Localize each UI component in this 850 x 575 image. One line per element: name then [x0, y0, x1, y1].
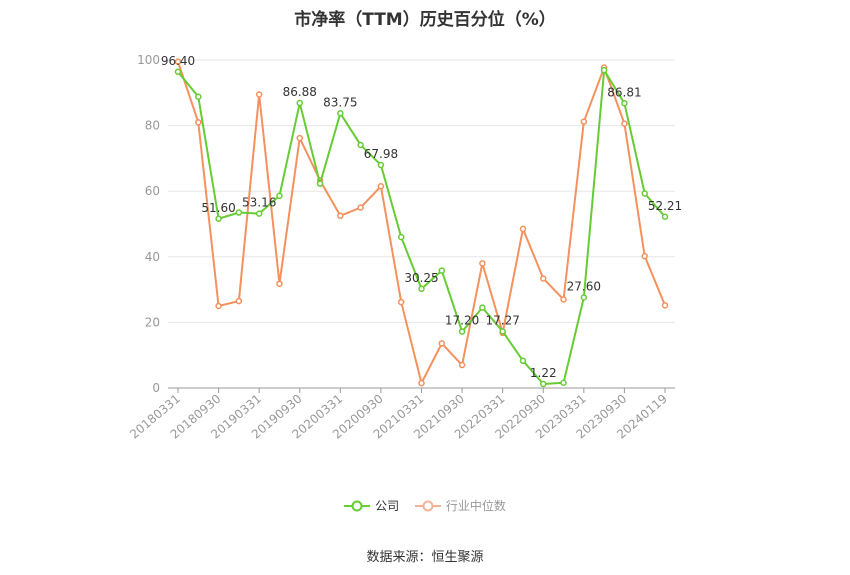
data-point-company [540, 380, 547, 388]
data-point-company [255, 210, 263, 217]
y-tick-label: 0 [152, 381, 160, 395]
legend: 公司 行业中位数 [0, 497, 850, 515]
data-point-industry [235, 297, 243, 305]
data-point-industry [418, 379, 425, 387]
data-point-company [357, 141, 364, 149]
data-point-company [600, 66, 608, 74]
axis-layer: 0204060801002018033120180930201903312019… [127, 53, 675, 442]
data-point-company [661, 213, 669, 221]
data-point-industry [255, 91, 263, 98]
series-line-industry [177, 61, 666, 385]
data-point-company [560, 379, 567, 387]
data-point-company [215, 215, 222, 223]
legend-item-industry[interactable]: 行业中位数 [414, 497, 506, 514]
data-point-industry [479, 260, 486, 267]
data-label: 83.75 [323, 95, 357, 109]
data-point-industry [560, 296, 567, 303]
data-point-company [641, 190, 648, 197]
data-point-industry [296, 134, 303, 142]
data-point-industry [276, 280, 283, 287]
series-line-company [177, 69, 666, 385]
data-point-company [479, 304, 486, 311]
data-point-industry [377, 183, 385, 190]
data-point-company [621, 100, 628, 107]
data-label: 51.60 [201, 201, 235, 215]
data-label: 1.22 [530, 366, 557, 380]
label-layer: 96.40 51.60 53.16 86.88 83.75 67.98 30.25 17.20… [161, 54, 682, 380]
data-label: 27.60 [567, 279, 601, 293]
data-point-industry [641, 252, 648, 260]
data-source: 数据来源：恒生聚源 [366, 550, 484, 565]
data-label: 17.27 [485, 313, 519, 327]
data-point-company [195, 93, 202, 100]
data-point-company [316, 180, 324, 187]
data-point-industry [215, 302, 222, 310]
data-point-company [174, 68, 182, 76]
data-point-company [499, 328, 506, 335]
data-point-company [580, 294, 588, 301]
y-tick-label: 20 [145, 315, 160, 329]
data-point-company [337, 110, 344, 117]
data-point-company [235, 209, 243, 216]
data-point-industry [519, 225, 527, 233]
chart-title: 市净率（TTM）历史百分位（%） [294, 10, 556, 30]
legend-company-marker [344, 500, 371, 511]
data-label: 67.98 [364, 147, 398, 161]
data-point-company [296, 99, 303, 107]
data-point-company [377, 161, 385, 169]
data-label: 52.21 [648, 199, 682, 213]
y-tick-label: 80 [145, 119, 160, 133]
data-point-company [418, 285, 425, 293]
data-label: 30.25 [404, 271, 438, 285]
data-point-company [458, 328, 466, 335]
data-label: 86.81 [607, 85, 641, 99]
data-label: 86.88 [283, 85, 317, 99]
series-layer [174, 58, 669, 388]
y-tick-label: 40 [145, 250, 160, 264]
data-label: 96.40 [161, 54, 195, 68]
data-point-industry [580, 118, 588, 125]
data-point-company [438, 267, 446, 274]
data-point-industry [174, 58, 182, 65]
data-label: 17.20 [445, 314, 479, 328]
data-point-company [276, 192, 283, 200]
data-point-industry [337, 212, 344, 220]
data-label: 53.16 [242, 196, 276, 210]
data-point-company [519, 357, 527, 365]
y-tick-label: 100 [137, 53, 160, 67]
data-point-industry [661, 302, 669, 309]
legend-industry-marker [414, 500, 441, 511]
legend-item-company[interactable]: 公司 [344, 497, 399, 514]
legend-company-label: 公司 [375, 499, 400, 513]
legend-industry-label: 行业中位数 [445, 499, 506, 513]
data-point-industry [438, 340, 446, 347]
data-point-industry [621, 120, 628, 127]
data-point-industry [357, 204, 364, 211]
data-point-industry [540, 275, 547, 282]
data-point-industry [397, 298, 405, 306]
data-point-company [397, 233, 405, 241]
y-tick-label: 60 [145, 184, 160, 198]
grid-layer [168, 59, 675, 323]
data-point-industry [195, 119, 202, 126]
data-point-industry [458, 361, 466, 369]
